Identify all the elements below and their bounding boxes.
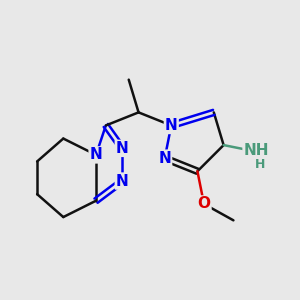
Text: N: N: [165, 118, 178, 133]
Text: N: N: [90, 147, 102, 162]
Text: NH: NH: [244, 142, 269, 158]
Text: H: H: [255, 158, 266, 171]
Text: O: O: [197, 196, 211, 211]
Text: N: N: [116, 141, 129, 156]
Text: N: N: [158, 151, 171, 166]
Text: N: N: [116, 174, 129, 189]
